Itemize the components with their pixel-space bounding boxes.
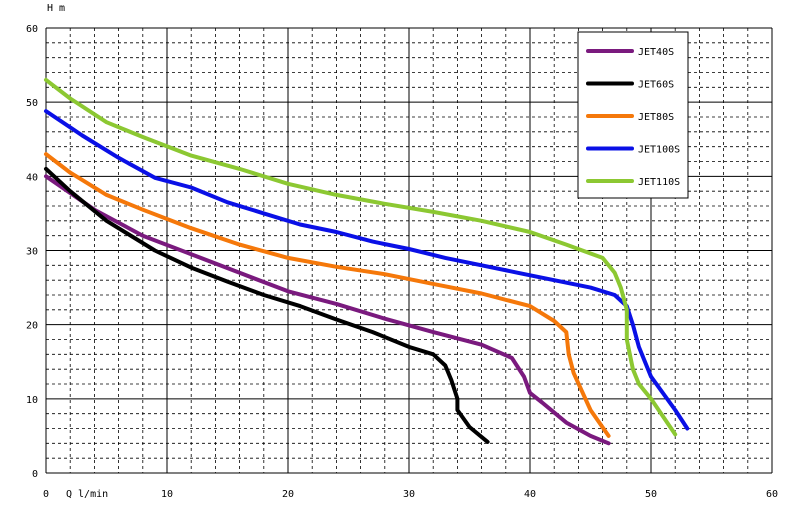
- series-line-jet80s: [44, 152, 611, 438]
- y-tick-label: 40: [26, 172, 38, 183]
- legend-label-jet80s: JET80S: [638, 112, 674, 123]
- x-tick-label: 20: [282, 489, 294, 500]
- x-tick-label: 50: [645, 489, 657, 500]
- y-tick-label: 30: [26, 247, 38, 258]
- series-line-jet60s: [44, 166, 490, 444]
- y-tick-label: 50: [26, 98, 38, 109]
- x-tick-label: 60: [766, 489, 778, 500]
- legend-label-jet110s: JET110S: [638, 177, 680, 188]
- y-tick-label: 10: [26, 395, 38, 406]
- legend: JET40S JET60S JET80S JET100S JET110S: [577, 31, 689, 199]
- y-tick-label: 60: [26, 24, 38, 35]
- legend-label-jet60s: JET60S: [638, 80, 674, 91]
- series-layer: [44, 77, 690, 446]
- y-tick-label: 20: [26, 321, 38, 332]
- y-tick-label: 0: [32, 469, 38, 480]
- series-line-jet100s: [44, 109, 690, 431]
- x-tick-label: 30: [403, 489, 415, 500]
- legend-label-jet40s: JET40S: [638, 47, 674, 58]
- x-tick-label: 40: [524, 489, 536, 500]
- x-tick-label: 0: [43, 489, 49, 500]
- legend-label-jet100s: JET100S: [638, 145, 680, 156]
- y-axis-label: H m: [47, 3, 65, 14]
- series-line-jet110s: [44, 77, 678, 437]
- x-axis-label: Q l/min: [66, 489, 108, 500]
- series-line-jet40s: [44, 174, 611, 446]
- tick-labels: 0 10 20 30 40 50 60 0 10 20 30 40 50 60: [26, 24, 778, 500]
- x-tick-label: 10: [161, 489, 173, 500]
